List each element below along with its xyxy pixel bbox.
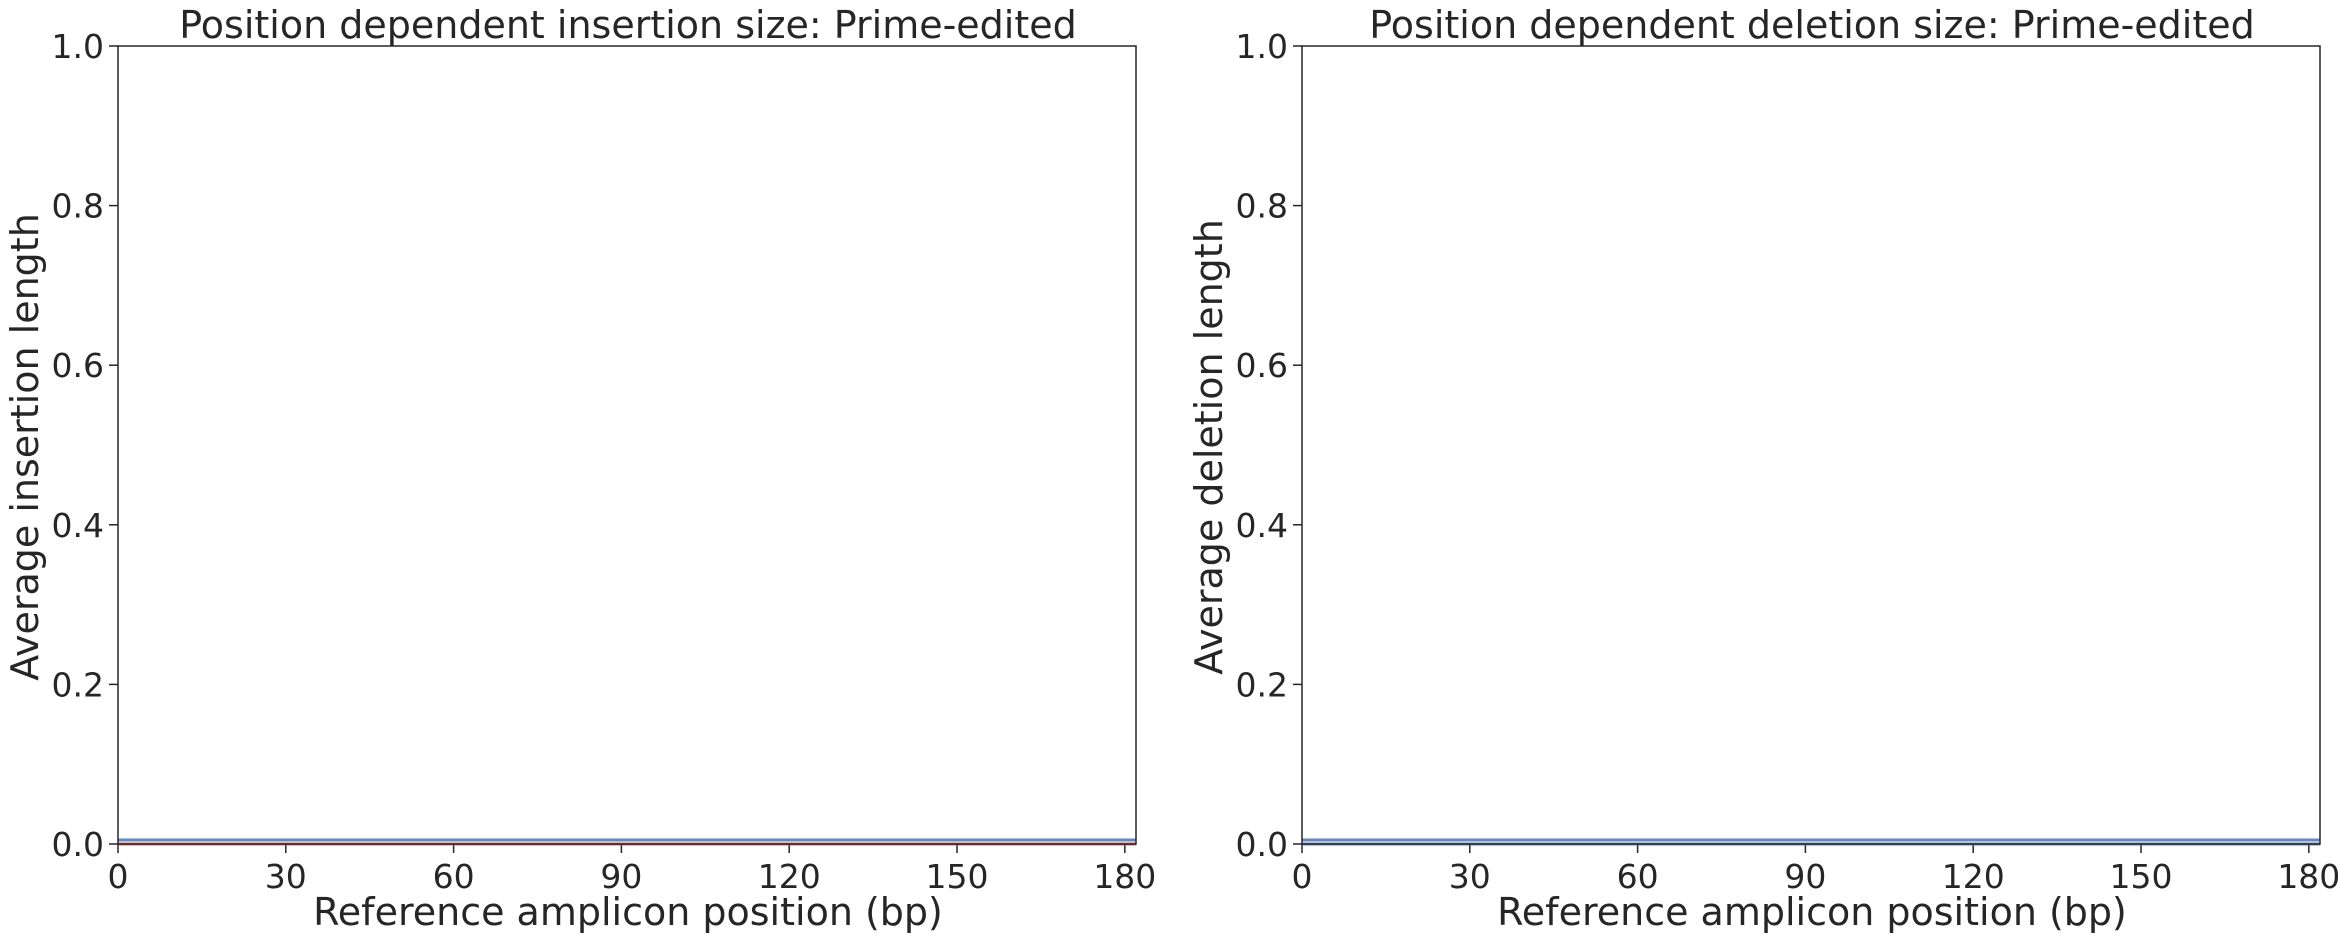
x-tick-label: 180 (2277, 857, 2338, 896)
x-tick-label: 60 (433, 857, 475, 896)
axis-ticks: 0 30 60 90 120 150 180 0.0 0.2 0.4 0.6 0.8 1.0 (1236, 27, 2338, 896)
x-tick-label: 120 (1942, 857, 2005, 896)
y-tick-label: 0.6 (1236, 346, 1288, 385)
plot-frame (1301, 45, 2321, 845)
x-tick-label: 90 (1784, 857, 1826, 896)
y-tick-label: 0.8 (52, 187, 104, 226)
y-tick-label: 0.4 (1236, 506, 1288, 545)
y-axis-label: Average insertion length (3, 213, 47, 681)
x-tick-label: 180 (1093, 857, 1156, 896)
x-tick-label: 0 (108, 857, 129, 896)
y-tick-label: 0.2 (52, 665, 104, 704)
y-tick-label: 0.0 (1236, 825, 1288, 864)
x-tick-label: 90 (600, 857, 642, 896)
plot-frame (117, 45, 1137, 845)
x-axis-label: Reference amplicon position (bp) (1497, 890, 2127, 934)
x-tick-label: 150 (926, 857, 989, 896)
axis-ticks: 0 30 60 90 120 150 180 0.0 0.2 0.4 0.6 0.8 1.0 (52, 27, 1157, 896)
y-tick-label: 0.0 (52, 825, 104, 864)
insertion-size-chart: Position dependent insertion size: Prime… (3, 3, 1156, 934)
y-tick-label: 1.0 (52, 27, 104, 66)
deletion-size-chart: Position dependent deletion size: Prime-… (1187, 3, 2338, 934)
y-tick-label: 1.0 (1236, 27, 1288, 66)
x-axis-label: Reference amplicon position (bp) (313, 890, 943, 934)
y-tick-label: 0.2 (1236, 665, 1288, 704)
x-tick-label: 150 (2110, 857, 2173, 896)
y-tick-label: 0.8 (1236, 187, 1288, 226)
chart-title: Position dependent deletion size: Prime-… (1369, 3, 2255, 47)
x-tick-label: 30 (1449, 857, 1491, 896)
chart-title: Position dependent insertion size: Prime… (179, 3, 1077, 47)
y-tick-label: 0.6 (52, 346, 104, 385)
x-tick-label: 60 (1617, 857, 1659, 896)
x-tick-label: 120 (758, 857, 821, 896)
y-axis-label: Average deletion length (1187, 219, 1231, 675)
x-tick-label: 0 (1292, 857, 1313, 896)
x-tick-label: 30 (265, 857, 307, 896)
y-tick-label: 0.4 (52, 506, 104, 545)
